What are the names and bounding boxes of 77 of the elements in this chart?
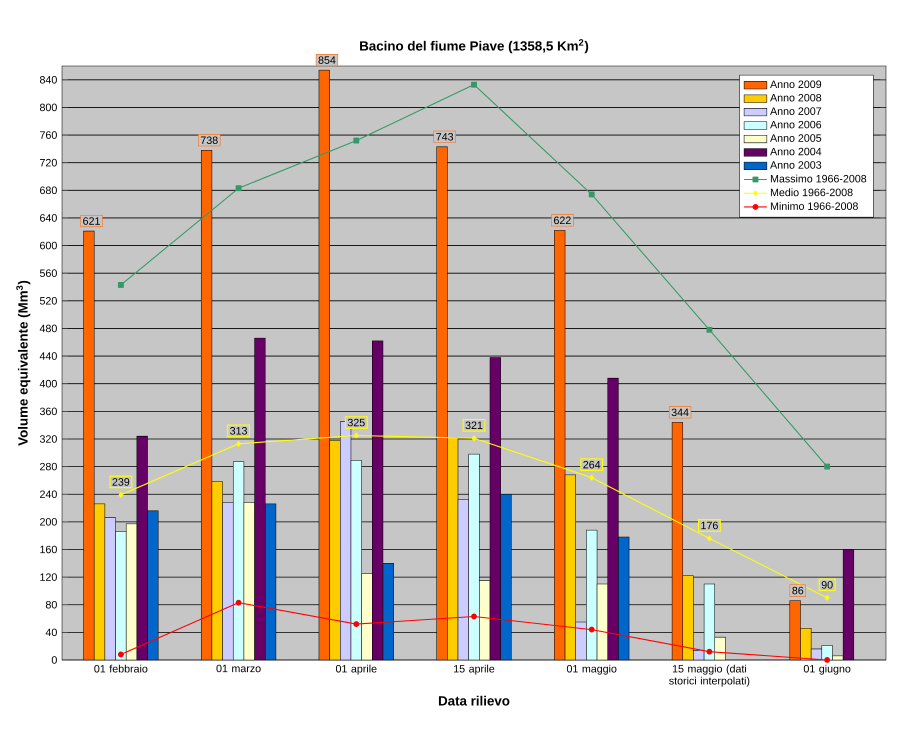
point	[471, 614, 477, 620]
x-tick-label: 15 maggio (dati storici interpolati)	[669, 664, 750, 687]
y-tick-label: 240	[40, 490, 57, 498]
data-label: 621	[83, 217, 100, 225]
point	[471, 82, 477, 88]
data-label: 743	[436, 132, 454, 141]
x-tick-label: 01 giugno	[804, 664, 850, 675]
y-tick-label: 680	[40, 186, 57, 194]
y-tick-label: 600	[40, 242, 57, 250]
point	[589, 474, 594, 481]
point	[118, 282, 124, 288]
y-axis-title: Volume equivalente (Mm$^{3}$)	[16, 280, 30, 446]
data-label: 738	[200, 136, 218, 144]
data-label: 176	[701, 522, 718, 530]
data-label: 854	[318, 56, 336, 64]
x-tick-label: 01 maggio	[566, 664, 616, 675]
data-label: 325	[348, 418, 365, 426]
chart-title: Bacino del fiume Piave (1358,5 Km$^{2}$)	[360, 39, 588, 54]
data-label: 622	[554, 216, 571, 224]
legend-label: Anno 2007	[770, 107, 822, 115]
y-tick-label: 360	[40, 408, 57, 416]
y-tick-label: 160	[40, 546, 57, 554]
legend-label: Anno 2009	[770, 80, 822, 88]
point	[353, 621, 360, 628]
y-tick-label: 840	[40, 76, 57, 84]
point	[824, 657, 830, 663]
point	[354, 432, 359, 438]
data-label: 264	[583, 460, 600, 468]
y-tick-label: 760	[40, 131, 57, 139]
point	[236, 600, 242, 606]
legend-label: Anno 2003	[770, 161, 822, 169]
y-tick-label: 720	[40, 158, 57, 166]
data-label: 90	[822, 581, 833, 589]
y-tick-label: 0	[52, 656, 57, 664]
point	[706, 326, 712, 333]
y-tick-label: 320	[40, 435, 57, 443]
y-tick-label: 480	[40, 324, 57, 332]
data-label: 344	[672, 408, 689, 416]
legend-label: Anno 2005	[770, 134, 822, 142]
y-tick-label: 560	[40, 269, 57, 277]
y-tick-label: 400	[40, 380, 57, 388]
legend-label: Minimo 1966-2008	[770, 202, 858, 210]
legend-label: Anno 2004	[770, 148, 822, 156]
point	[824, 594, 830, 601]
x-tick-label: 01 marzo	[216, 664, 261, 672]
legend-label: Anno 2008	[770, 94, 822, 102]
point	[118, 492, 124, 498]
y-tick-label: 120	[40, 573, 57, 581]
point	[353, 138, 360, 144]
legend-label: Medio 1966-2008	[770, 188, 853, 196]
point	[118, 652, 124, 658]
legend-label: Massimo 1966-2008	[770, 174, 866, 182]
data-label: 313	[230, 427, 247, 435]
point	[588, 626, 595, 633]
point	[236, 185, 242, 192]
point	[236, 440, 241, 447]
y-tick-label: 40	[46, 628, 57, 636]
y-tick-label: 640	[40, 214, 57, 222]
legend-label: Anno 2006	[770, 120, 822, 128]
y-tick-label: 200	[40, 518, 57, 526]
data-label: 239	[112, 478, 130, 486]
data-label: 321	[466, 422, 482, 430]
x-tick-label: 01 febbraio	[94, 664, 148, 673]
y-tick-label: 520	[40, 297, 57, 305]
point	[707, 535, 712, 542]
point	[824, 464, 830, 470]
y-tick-label: 800	[40, 104, 57, 112]
y-tick-label: 80	[46, 600, 57, 609]
x-tick-label: 01 aprile	[336, 664, 377, 675]
x-axis-title: Data rilievo	[438, 696, 510, 706]
point	[706, 648, 712, 655]
y-tick-label: 280	[40, 462, 57, 470]
x-tick-label: 15 aprile	[454, 664, 494, 675]
point	[588, 192, 595, 198]
y-tick-label: 440	[40, 352, 57, 360]
data-label: 86	[792, 586, 804, 594]
point	[472, 435, 476, 442]
